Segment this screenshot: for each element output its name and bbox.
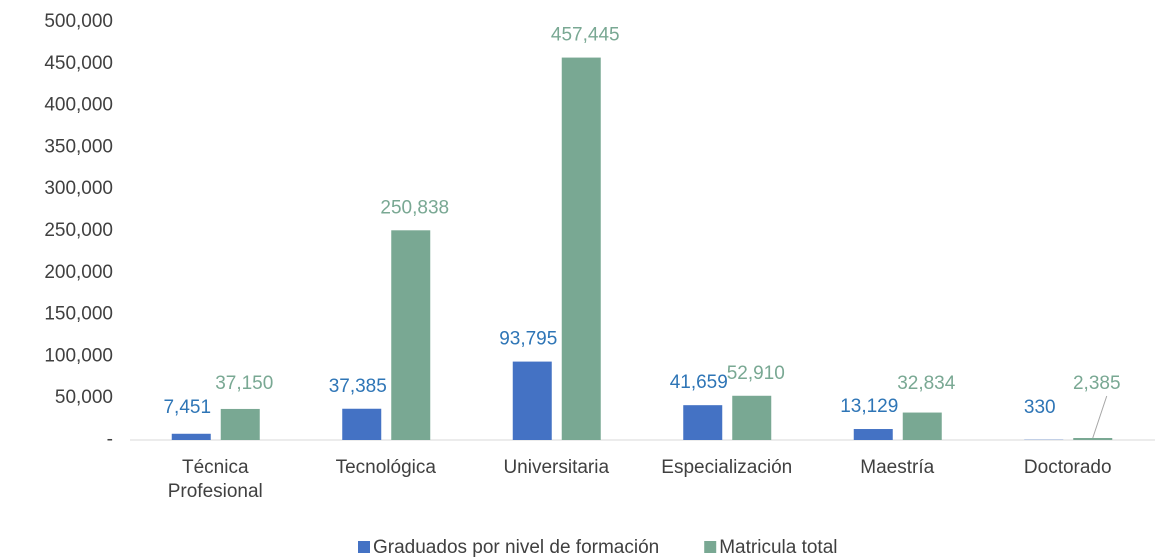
- legend-label: Matricula total: [719, 537, 837, 557]
- x-tick-label: Maestría: [860, 457, 934, 478]
- data-label: 41,659: [670, 372, 728, 393]
- data-label: 52,910: [727, 363, 785, 384]
- y-tick-label: 350,000: [44, 136, 113, 157]
- bar: [683, 405, 723, 440]
- y-tick-label: 50,000: [55, 387, 113, 408]
- x-tick-label: Técnica Profesional: [168, 457, 263, 502]
- bar: [391, 230, 431, 440]
- bar: [220, 408, 260, 440]
- data-label: 93,795: [499, 329, 557, 350]
- y-tick-label: 200,000: [44, 262, 113, 283]
- x-tick-label: Tecnológica: [336, 457, 437, 478]
- x-tick-label: Especialización: [661, 457, 792, 478]
- data-label: 7,451: [163, 397, 211, 418]
- bar: [561, 57, 601, 440]
- y-tick-label: -: [107, 429, 113, 450]
- bar: [732, 395, 772, 440]
- bar: [853, 429, 893, 440]
- data-label: 330: [1024, 397, 1056, 418]
- y-tick-label: 500,000: [44, 11, 113, 32]
- bar: [171, 433, 211, 440]
- data-label: 2,385: [1073, 373, 1121, 394]
- bar: [512, 361, 552, 440]
- bar: [902, 412, 942, 440]
- y-tick-label: 300,000: [44, 178, 113, 199]
- data-label: 32,834: [897, 373, 956, 394]
- x-tick-label: Doctorado: [1024, 457, 1112, 478]
- leader-line: [1092, 395, 1108, 439]
- y-tick-label: 250,000: [44, 220, 113, 241]
- data-label: 250,838: [380, 197, 449, 218]
- data-label: 457,445: [551, 25, 620, 46]
- bar: [1073, 438, 1113, 440]
- y-tick-label: 400,000: [44, 95, 113, 116]
- x-tick-label: Universitaria: [503, 457, 609, 478]
- data-label: 13,129: [840, 396, 898, 417]
- data-label: 37,150: [215, 373, 273, 394]
- legend-swatch: [704, 541, 717, 553]
- y-tick-label: 150,000: [44, 304, 113, 325]
- data-label: 37,385: [329, 376, 387, 397]
- y-tick-label: 450,000: [44, 53, 113, 74]
- bar: [342, 408, 382, 440]
- legend-swatch: [358, 541, 370, 553]
- legend-label: Graduados por nivel de formación: [373, 537, 659, 557]
- y-tick-label: 100,000: [44, 345, 113, 366]
